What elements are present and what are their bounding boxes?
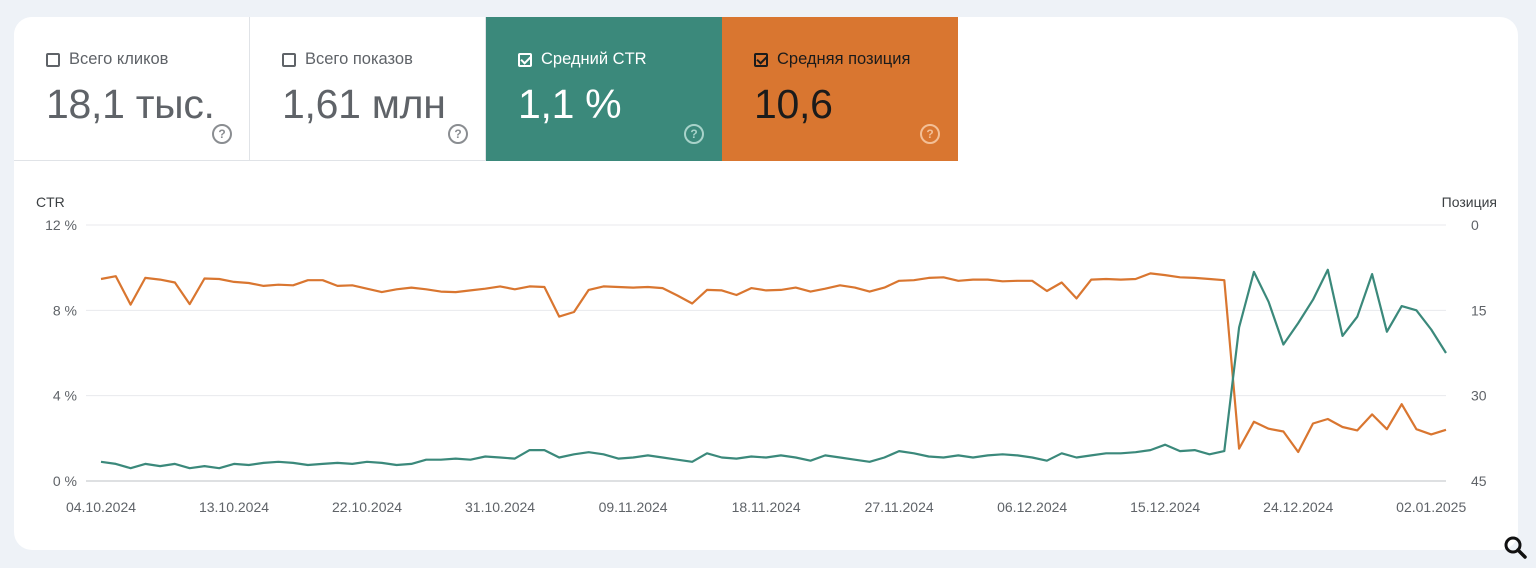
- ctr-series-line: [100, 268, 1447, 470]
- x-axis-tick-label: 18.11.2024: [732, 499, 801, 515]
- right-axis-tick-label: 45: [1471, 473, 1487, 489]
- search-icon[interactable]: [1496, 528, 1536, 568]
- metric-tile-clicks[interactable]: Всего кликов 18,1 тыс. ?: [14, 17, 250, 161]
- right-axis-tick-label: 15: [1471, 302, 1487, 318]
- checkbox-unchecked-icon[interactable]: [46, 52, 60, 67]
- left-axis-tick-label: 4 %: [53, 388, 77, 404]
- x-axis-tick-label: 02.01.2025: [1396, 499, 1466, 515]
- x-axis-tick-label: 04.10.2024: [66, 499, 136, 515]
- help-icon[interactable]: ?: [684, 124, 704, 144]
- left-axis-ticks: 0 % 4 % 8 % 12 %: [45, 217, 77, 489]
- metric-position-label: Средняя позиция: [777, 50, 911, 68]
- chart-series: [100, 268, 1447, 470]
- metric-clicks-header: Всего кликов: [46, 50, 168, 69]
- x-axis-tick-label: 06.12.2024: [997, 499, 1067, 515]
- left-axis-tick-label: 12 %: [45, 217, 77, 233]
- x-axis-ticks: 04.10.2024 13.10.2024 22.10.2024 31.10.2024…: [66, 499, 1467, 515]
- right-axis-tick-label: 0: [1471, 217, 1479, 233]
- help-icon[interactable]: ?: [920, 124, 940, 144]
- checkbox-unchecked-icon[interactable]: [282, 52, 296, 67]
- metric-clicks-value: 18,1 тыс.: [46, 81, 215, 127]
- metric-position-header: Средняя позиция: [754, 50, 910, 69]
- metric-impressions-label: Всего показов: [305, 50, 413, 68]
- metric-clicks-label: Всего кликов: [69, 50, 169, 68]
- performance-card: Всего кликов 18,1 тыс. ? Всего показов 1…: [14, 17, 1518, 550]
- x-axis-tick-label: 24.12.2024: [1263, 499, 1333, 515]
- x-axis-tick-label: 15.12.2024: [1130, 499, 1200, 515]
- left-axis-tick-label: 8 %: [53, 302, 77, 318]
- x-axis-tick-label: 09.11.2024: [599, 499, 668, 515]
- x-axis-tick-label: 22.10.2024: [332, 499, 402, 515]
- chart-grid: [86, 224, 1446, 482]
- checkbox-checked-icon[interactable]: [754, 52, 768, 67]
- right-axis-title: Позиция: [1442, 194, 1497, 210]
- checkbox-checked-icon[interactable]: [518, 52, 532, 67]
- x-axis-tick-label: 13.10.2024: [199, 499, 269, 515]
- metric-tile-ctr[interactable]: Средний CTR 1,1 % ?: [486, 17, 722, 161]
- help-icon[interactable]: ?: [212, 124, 232, 144]
- left-axis-title: CTR: [36, 194, 65, 210]
- position-series-line: [100, 272, 1447, 454]
- x-axis-tick-label: 27.11.2024: [865, 499, 934, 515]
- metric-tile-position[interactable]: Средняя позиция 10,6 ?: [722, 17, 958, 161]
- left-axis-tick-label: 0 %: [53, 473, 77, 489]
- x-axis-tick-label: 31.10.2024: [465, 499, 535, 515]
- help-icon[interactable]: ?: [448, 124, 468, 144]
- metric-position-value: 10,6: [754, 81, 833, 127]
- metric-tile-impressions[interactable]: Всего показов 1,61 млн ?: [250, 17, 486, 161]
- metric-impressions-header: Всего показов: [282, 50, 413, 69]
- metric-ctr-header: Средний CTR: [518, 50, 647, 69]
- metric-ctr-label: Средний CTR: [541, 50, 647, 68]
- metric-impressions-value: 1,61 млн: [282, 81, 446, 127]
- metric-ctr-value: 1,1 %: [518, 81, 622, 127]
- right-axis-ticks: 0 15 30 45: [1471, 217, 1487, 489]
- metric-tiles: Всего кликов 18,1 тыс. ? Всего показов 1…: [14, 17, 958, 161]
- right-axis-tick-label: 30: [1471, 388, 1487, 404]
